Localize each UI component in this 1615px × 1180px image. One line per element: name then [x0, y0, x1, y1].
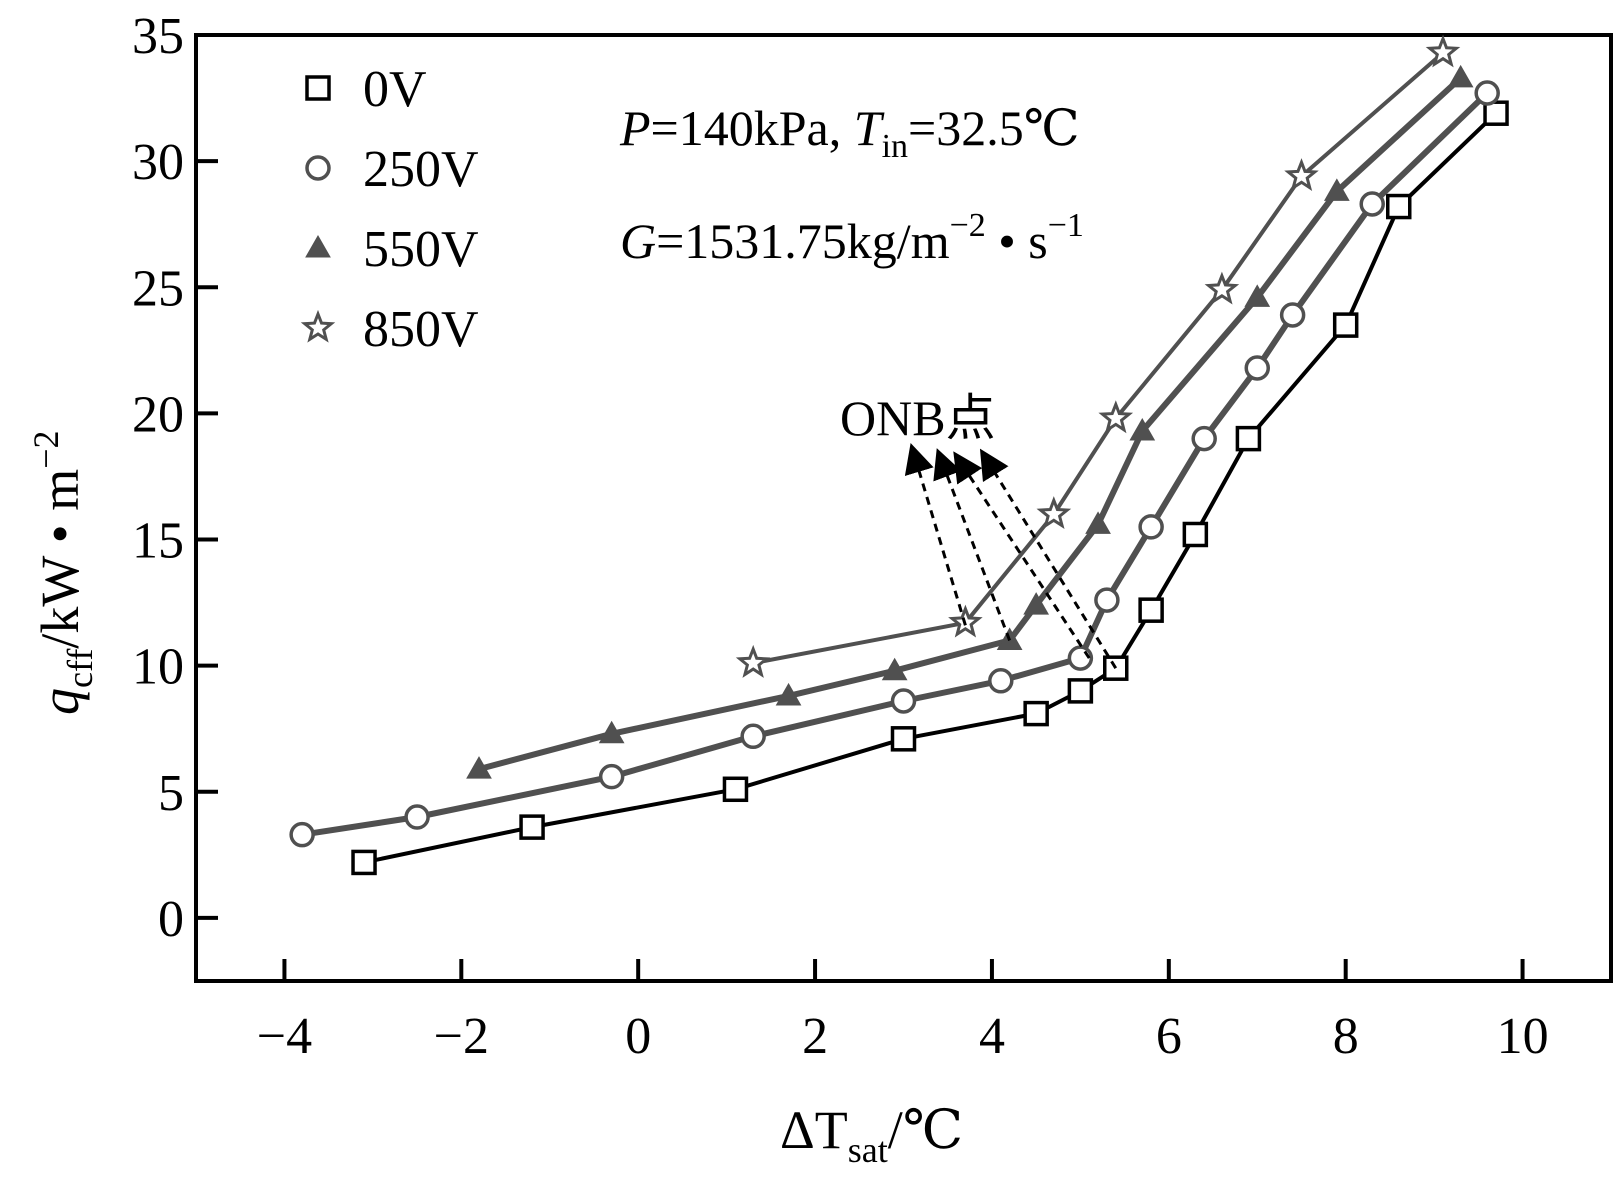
data-point-850V [1204, 271, 1240, 305]
data-point-550V [1129, 418, 1156, 441]
data-point-0V [1023, 700, 1049, 727]
data-point-0V [890, 726, 917, 752]
y-tick-label: 20 [132, 386, 184, 443]
legend-marker-250V [305, 155, 331, 181]
data-point-550V [598, 720, 625, 744]
legend-item-850V: 850V [300, 301, 479, 358]
data-point-850V [1098, 400, 1134, 434]
legend-item-250V: 250V [305, 141, 479, 198]
y-tick-label: 30 [132, 134, 184, 191]
y-tick-label: 0 [158, 891, 184, 948]
x-tick-label: 8 [1333, 1008, 1359, 1065]
data-point-550V [1023, 592, 1050, 615]
y-tick-label: 15 [132, 513, 184, 570]
data-point-850V [1036, 496, 1072, 529]
data-point-250V [1191, 425, 1217, 452]
y-tick-label: 10 [132, 639, 184, 696]
data-point-0V [1332, 312, 1359, 338]
data-point-550V [466, 756, 492, 779]
legend: 0V 250V 550V 850V [300, 61, 479, 358]
data-point-550V [1085, 511, 1111, 534]
series-250V [289, 80, 1500, 848]
data-point-250V [740, 723, 766, 750]
data-point-0V [519, 814, 545, 840]
data-point-250V [1094, 587, 1120, 613]
onb-arrow [979, 448, 1118, 669]
data-point-0V [1386, 193, 1412, 220]
data-point-250V [1138, 514, 1164, 540]
legend-marker-0V [305, 75, 331, 101]
data-point-250V [1359, 191, 1385, 217]
data-point-550V [1323, 178, 1350, 201]
legend-label: 250V [363, 141, 479, 198]
data-point-850V [735, 644, 771, 678]
onb-arrow [953, 451, 1091, 659]
data-point-250V [1244, 355, 1270, 381]
data-point-0V [351, 849, 377, 876]
x-axis-title: ΔTsat/℃ [780, 1100, 963, 1170]
x-tick-label: 4 [979, 1008, 1005, 1065]
legend-marker-550V [305, 234, 331, 258]
plot-frame [194, 33, 1613, 983]
x-tick-label: 0 [625, 1008, 651, 1065]
data-point-850V [1425, 34, 1461, 68]
data-point-0V [1235, 425, 1262, 452]
legend-label: 850V [363, 301, 479, 358]
y-tick-label: 35 [132, 8, 184, 65]
legend-label: 550V [363, 221, 479, 278]
onb-arrows [904, 442, 1118, 669]
onb-arrow [904, 442, 967, 626]
data-point-550V [1244, 284, 1271, 307]
x-tick-label: 2 [802, 1008, 828, 1065]
data-point-850V [1284, 158, 1319, 191]
condition-line-2: G=1531.75kg/m−2 • s−1 [620, 207, 1084, 269]
legend-label: 0V [363, 61, 427, 118]
x-tick-label: −4 [257, 1008, 312, 1065]
data-point-0V [1138, 597, 1164, 623]
data-point-0V [1182, 521, 1209, 548]
x-tick-label: 6 [1156, 1008, 1182, 1065]
y-tick-label: 25 [132, 260, 184, 317]
data-point-0V [722, 776, 749, 803]
data-point-250V [988, 668, 1014, 694]
data-point-0V [1067, 678, 1094, 704]
series-line-250V [301, 90, 1490, 838]
y-axis-ticks: 0 5 10 15 20 25 30 35 [132, 8, 218, 948]
data-point-250V [1279, 302, 1306, 328]
legend-item-0V: 0V [305, 61, 427, 118]
x-axis-ticks: −4 −2 0 2 4 6 8 10 [257, 959, 1549, 1065]
legend-marker-850V [300, 309, 336, 343]
y-tick-label: 5 [158, 765, 184, 822]
data-point-550V [775, 682, 802, 706]
data-point-250V [404, 804, 430, 830]
data-point-250V [289, 821, 315, 848]
onb-arrow [933, 448, 1012, 641]
data-point-250V [598, 763, 625, 790]
data-point-250V [1474, 80, 1500, 106]
series-0V [351, 100, 1509, 876]
legend-item-550V: 550V [305, 221, 479, 278]
onb-label: ONB点 [840, 390, 996, 446]
data-point-550V [1447, 64, 1474, 88]
y-axis-title: qcff/kW • m−2 [26, 430, 100, 715]
data-point-550V [881, 657, 908, 681]
condition-line-1: P=140kPa, Tin=32.5℃ [619, 100, 1080, 165]
x-tick-label: −2 [434, 1008, 489, 1065]
x-tick-label: 10 [1497, 1008, 1549, 1065]
data-point-250V [890, 688, 917, 714]
